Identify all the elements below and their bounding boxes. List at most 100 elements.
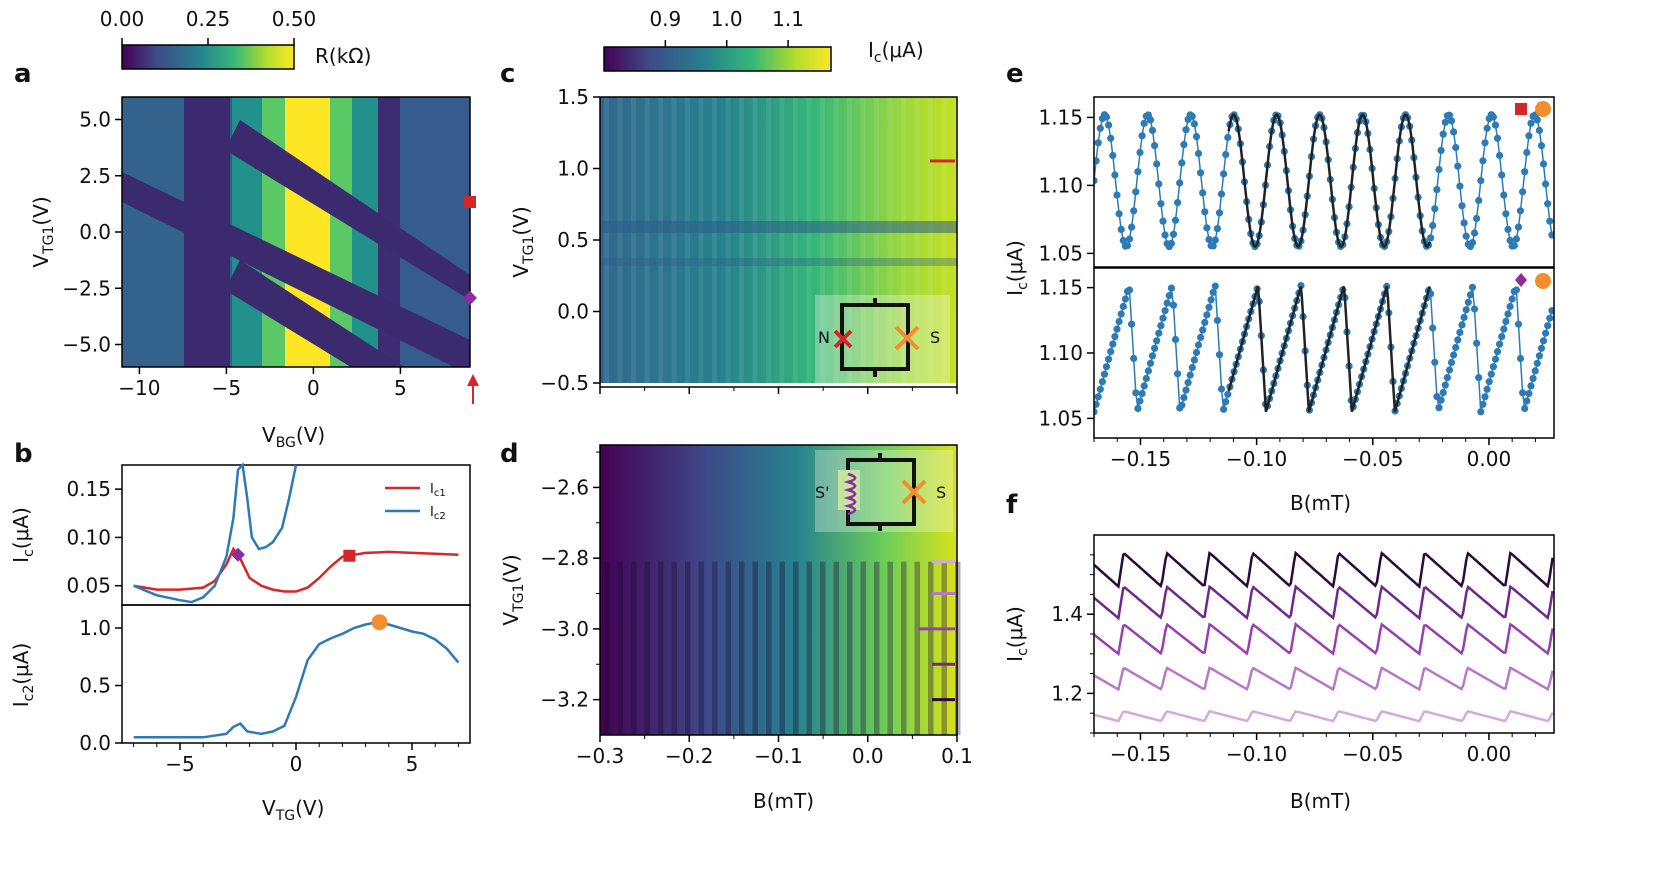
plot-b-top: [133, 462, 459, 604]
e-bottom-point: [1485, 378, 1493, 386]
e-bottom-point: [1144, 367, 1152, 375]
series-trace-3: [1094, 621, 1554, 657]
e-top-point: [1134, 168, 1142, 176]
e-bottom-point: [1107, 348, 1115, 356]
e-bottom-point: [1217, 385, 1226, 393]
e-top-point: [1462, 232, 1470, 240]
e-bottom-point: [1441, 381, 1449, 389]
c-cblabel: 0.9: [649, 7, 681, 31]
panel-f: −0.15 −0.10 −0.05 0.00 1.4 1.2 B(mT) Ic(μA): [1003, 534, 1555, 813]
e-bottom-point: [1491, 355, 1500, 363]
e-top-point: [1512, 235, 1520, 243]
e-bottom-point: [1100, 370, 1109, 378]
e-bottom-point: [1519, 389, 1527, 397]
panel-label-c: c: [500, 59, 515, 89]
e-top-point: [1437, 146, 1445, 154]
e-bottom-point: [1134, 404, 1142, 413]
panel-label-f: f: [1006, 490, 1018, 520]
e-bottom-point: [1539, 337, 1548, 345]
e-bottom-point: [1171, 335, 1180, 344]
c-ytick-label: 0.5: [557, 228, 589, 252]
axis-label-f-y: Ic(μA): [1003, 606, 1031, 662]
a-ytick-label: −2.5: [62, 276, 111, 300]
e-top-point: [1128, 223, 1136, 231]
e-bottom-point: [1546, 314, 1554, 322]
b-xtick-label: 5: [406, 752, 419, 776]
series-ic2: [133, 462, 298, 604]
e-bottom-point: [1199, 326, 1207, 334]
e-top-point: [1473, 214, 1481, 223]
e-bottom-point: [1136, 397, 1144, 405]
e-top-point: [1224, 133, 1232, 142]
a-cblabel: 0.50: [272, 7, 317, 31]
e-top-point: [1094, 139, 1102, 147]
e-top-point: [1445, 111, 1454, 119]
e-bottom-point: [1437, 396, 1445, 404]
marker-e-square: [1515, 103, 1527, 115]
e-bottom-point: [1132, 389, 1140, 397]
e-ytick-top-label: 1.15: [1038, 105, 1083, 129]
e-top-point: [1475, 196, 1483, 205]
e-bottom-point: [1475, 374, 1483, 382]
e-bottom-point: [1431, 358, 1439, 366]
e-top-point: [1456, 182, 1464, 190]
e-top-point: [1171, 216, 1180, 224]
e-bottom-point: [1188, 363, 1196, 372]
marker-a-arrow: [467, 374, 479, 404]
e-bottom-point: [1159, 314, 1167, 322]
e-top-point: [1452, 143, 1460, 152]
e-top-point: [1155, 180, 1163, 188]
e-bottom-point: [1113, 325, 1121, 333]
e-top-point: [1468, 239, 1477, 247]
axis-label-d-x: B(mT): [753, 789, 814, 813]
e-ytick-bottom-label: 1.05: [1038, 406, 1083, 430]
d-xtick-label: −0.3: [576, 744, 625, 768]
panel-d: −0.3 −0.2 −0.1 0.0 0.1−2.6−2.8−3.0−3.2 S' S …: [499, 444, 973, 813]
e-bottom-point: [1224, 390, 1232, 398]
e-bottom-point: [1105, 355, 1113, 363]
e-top-point: [1525, 132, 1533, 140]
e-bottom-point: [1205, 303, 1213, 311]
colorbar-a: [121, 44, 295, 70]
inset-c-label-n: N: [818, 328, 830, 347]
e-bottom-point: [1500, 325, 1508, 333]
e-top-point: [1180, 141, 1188, 149]
e-top-point: [1096, 124, 1104, 132]
e-bottom-point: [1502, 317, 1510, 326]
e-bottom-point: [1220, 405, 1228, 413]
e-bottom-point: [1462, 306, 1470, 314]
e-bottom-point: [1163, 299, 1171, 307]
c-ytick-label: −0.5: [540, 371, 589, 395]
coil-icon: [843, 472, 857, 516]
e-top-point: [1188, 112, 1196, 120]
colorbar-c-label: Ic(μA): [868, 38, 924, 66]
b-ytick-top-label: 0.10: [66, 525, 111, 549]
e-top-point: [1427, 234, 1435, 242]
axis-label-c-y: VTG1(V): [509, 206, 537, 277]
series-trace-5: [1094, 709, 1554, 723]
e-bottom-point: [1479, 400, 1487, 408]
e-bottom-point: [1535, 352, 1543, 360]
e-bottom-point: [1477, 408, 1485, 416]
inset-d-label-s: S: [936, 483, 946, 502]
marker-b-square: [343, 549, 356, 562]
e-top-point: [1521, 168, 1529, 176]
e-bottom-point: [1443, 374, 1451, 382]
e-top-point: [1433, 186, 1441, 194]
junction-s-icon: [894, 325, 920, 351]
e-top-point: [1516, 207, 1525, 215]
e-top-point: [1527, 119, 1535, 127]
marker-e-circle-top: [1535, 101, 1551, 117]
e-xtick-label: 0.00: [1467, 447, 1512, 471]
series-ic2-bottom: [133, 621, 460, 739]
e-bottom-point: [1125, 286, 1134, 294]
e-bottom-point: [1548, 307, 1554, 315]
e-bottom-point: [1155, 329, 1163, 337]
e-bottom-point: [1157, 322, 1165, 330]
e-bottom-point: [1109, 340, 1117, 348]
a-xtick-label: 5: [394, 376, 407, 400]
e-top-point: [1130, 207, 1138, 215]
e-bottom-point: [1450, 351, 1458, 359]
axes-b: −5 0 5 0.05 0.10 0.15 0.0 0.5 1.0: [66, 477, 459, 776]
axes-f: −0.15 −0.10 −0.05 0.00 1.4 1.2: [1051, 554, 1536, 766]
